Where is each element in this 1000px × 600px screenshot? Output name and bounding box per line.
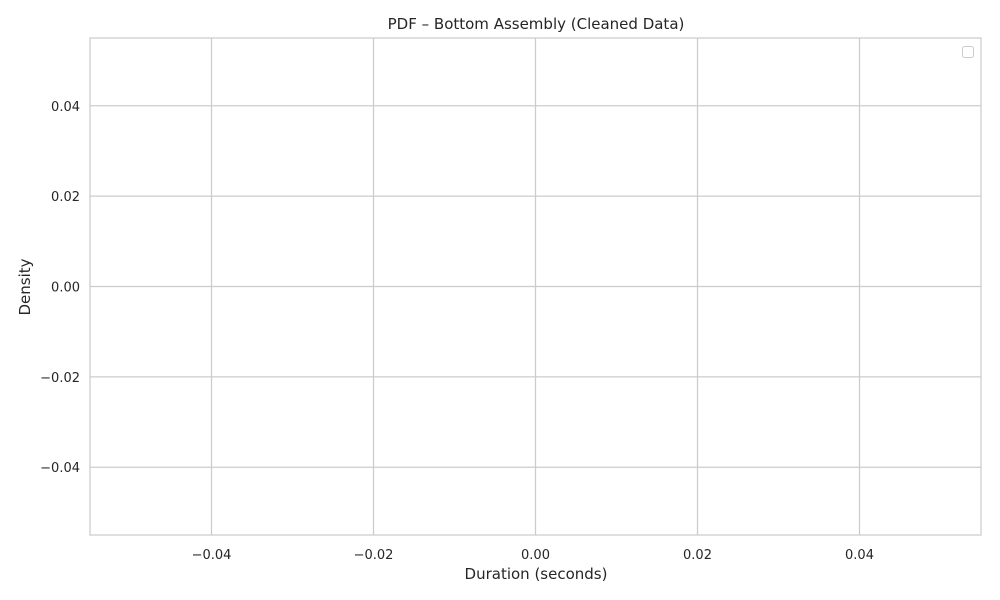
chart-title: PDF – Bottom Assembly (Cleaned Data) bbox=[388, 15, 685, 33]
y-tick-label: −0.02 bbox=[40, 371, 80, 386]
y-tick-label: 0.02 bbox=[51, 190, 80, 205]
x-tick-label: 0.02 bbox=[683, 548, 712, 563]
x-axis-ticks: −0.04 −0.02 0.00 0.02 0.04 bbox=[192, 548, 874, 563]
x-axis-label: Duration (seconds) bbox=[465, 565, 608, 583]
grid bbox=[90, 38, 981, 535]
legend-box bbox=[962, 46, 974, 58]
y-axis-ticks: −0.04 −0.02 0.00 0.02 0.04 bbox=[40, 100, 80, 476]
y-tick-label: −0.04 bbox=[40, 461, 80, 476]
y-tick-label: 0.04 bbox=[51, 100, 80, 115]
y-axis-label: Density bbox=[16, 258, 34, 315]
x-tick-label: 0.04 bbox=[845, 548, 874, 563]
y-tick-label: 0.00 bbox=[51, 281, 80, 296]
plot-frame bbox=[89, 37, 982, 536]
x-tick-label: 0.00 bbox=[521, 548, 550, 563]
x-tick-label: −0.04 bbox=[192, 548, 232, 563]
x-tick-label: −0.02 bbox=[354, 548, 394, 563]
